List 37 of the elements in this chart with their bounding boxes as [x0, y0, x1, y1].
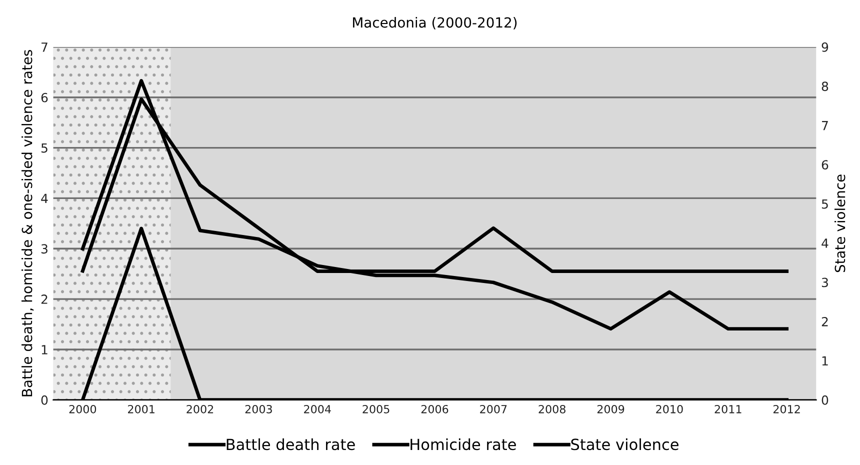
x-tick-label: 2003 — [245, 404, 272, 414]
y2-tick-label: 6 — [822, 160, 828, 170]
y2-tick-label: 4 — [822, 238, 828, 248]
y2-tick-label: 3 — [822, 278, 828, 288]
y-axis-title: Battle death, homicide & one-sided violence rates — [22, 50, 34, 396]
y-tick-label: 5 — [41, 143, 48, 153]
x-tick-label: 2008 — [538, 404, 566, 414]
y2-tick-label: 5 — [822, 199, 828, 209]
x-tick-label: 2009 — [597, 404, 624, 414]
legend-label: Homicide rate — [410, 438, 516, 450]
legend-label: Battle death rate — [226, 438, 355, 450]
x-tick-label: 2004 — [304, 404, 331, 414]
x-tick-label: 2011 — [714, 404, 742, 414]
y2-tick-label: 0 — [822, 395, 828, 405]
y-tick-label: 6 — [41, 92, 48, 102]
x-tick-label: 2001 — [128, 404, 154, 414]
x-tick-label: 2002 — [186, 404, 214, 414]
y2-tick-label: 9 — [822, 42, 828, 52]
y2-tick-label: 1 — [822, 356, 828, 366]
y-tick-label: 2 — [41, 294, 48, 304]
y-tick-label: 0 — [41, 395, 48, 405]
x-tick-label: 2007 — [480, 404, 507, 414]
x-tick-label: 2005 — [362, 404, 390, 414]
chart-title: Macedonia (2000-2012) — [353, 16, 517, 30]
x-tick-label: 2000 — [69, 404, 96, 414]
y-tick-label: 3 — [41, 244, 48, 254]
y2-axis-title: State violence — [834, 174, 846, 272]
y2-tick-label: 8 — [822, 82, 828, 92]
x-tick-label: 2012 — [773, 404, 800, 414]
y-tick-label: 4 — [41, 194, 48, 203]
y-tick-label: 1 — [42, 345, 48, 354]
x-tick-label: 2010 — [656, 404, 683, 414]
y2-tick-label: 2 — [822, 316, 828, 326]
y2-tick-label: 7 — [822, 121, 828, 130]
x-tick-label: 2006 — [421, 404, 448, 414]
legend-label: State violence — [571, 438, 678, 450]
y-tick-label: 7 — [42, 42, 48, 52]
